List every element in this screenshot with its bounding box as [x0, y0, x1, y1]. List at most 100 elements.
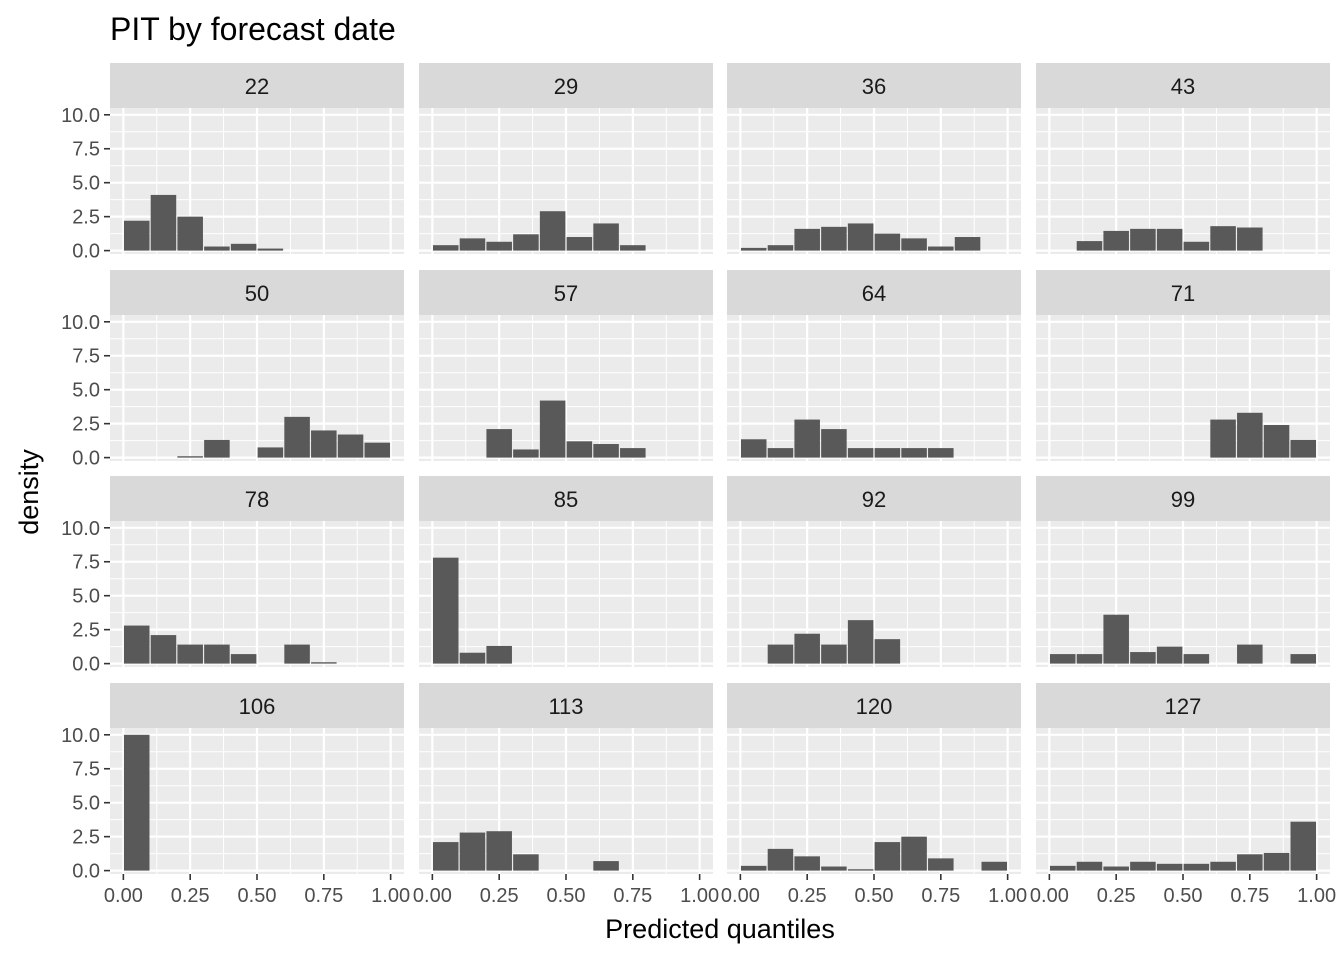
facet-strip [110, 63, 404, 108]
facet-panel: 127 0.00 0.25 0.50 0.75 1.00 [1030, 683, 1336, 907]
histogram-bar [1263, 852, 1290, 871]
histogram-bar [981, 861, 1008, 871]
facet-label: 57 [554, 281, 578, 306]
facet-strip [419, 476, 713, 521]
histogram-bar [847, 448, 874, 458]
histogram-bar [1130, 861, 1156, 871]
y-tick-label: 5.0 [72, 173, 100, 195]
y-tick-label: 2.5 [72, 414, 100, 436]
y-tick-label: 10.0 [61, 518, 100, 540]
histogram-bar [1156, 863, 1183, 871]
y-tick-label: 7.5 [72, 139, 100, 161]
histogram-bar [459, 238, 486, 251]
facet-strip [1036, 476, 1330, 521]
histogram-bar [1156, 228, 1183, 251]
x-tick-label: 0.00 [1030, 885, 1069, 907]
facet-panel: 92 [727, 476, 1021, 667]
x-tick-label: 0.25 [171, 885, 210, 907]
histogram-bar [1237, 854, 1263, 871]
histogram-bar [740, 247, 767, 251]
facet-panel: 78 0.0 2.5 5.0 7.5 10.0 [61, 476, 404, 676]
histogram-bar [204, 439, 230, 458]
histogram-bar [620, 448, 646, 458]
x-tick-label: 1.00 [1297, 885, 1336, 907]
facet-label: 127 [1165, 694, 1202, 719]
histogram-bar [539, 400, 566, 458]
histogram-bar [1130, 652, 1156, 664]
histogram-bar [874, 639, 901, 664]
x-axis-title: Predicted quantiles [605, 914, 835, 944]
histogram-bar [928, 448, 954, 458]
facet-label: 71 [1171, 281, 1195, 306]
histogram-bar [204, 644, 230, 664]
histogram-bar [311, 430, 337, 458]
histogram-bar [1263, 425, 1290, 458]
facet-strip [727, 270, 1021, 315]
histogram-bar [284, 416, 310, 458]
facet-panel: 50 0.0 2.5 5.0 7.5 10.0 [61, 270, 404, 470]
facet-label: 120 [856, 694, 893, 719]
facet-panel: 106 0.0 2.5 5.0 7.5 10.0 0.00 0.25 0.50 0.75 1.00 [61, 683, 410, 907]
y-tick-label: 2.5 [72, 620, 100, 642]
facet-panel: 22 0.0 2.5 5.0 7.5 10.0 [61, 63, 404, 263]
histogram-bar [874, 842, 901, 871]
facet-panel: 71 [1036, 270, 1330, 461]
facet-strip [1036, 683, 1330, 728]
x-tick-label: 0.25 [480, 885, 519, 907]
histogram-bar [928, 246, 954, 251]
histogram-bar [337, 434, 364, 458]
facet-label: 22 [245, 74, 269, 99]
y-tick-label: 2.5 [72, 827, 100, 849]
histogram-bar [593, 223, 619, 251]
y-tick-label: 10.0 [61, 725, 100, 747]
facet-grid: 220.02.55.07.510.029 36 43500.02.55.07.510… [61, 63, 1336, 907]
facet-panel: 36 [727, 63, 1021, 254]
histogram-bar [794, 228, 820, 251]
histogram-bar [821, 429, 847, 458]
facet-panel: 43 [1036, 63, 1330, 254]
histogram-bar [1103, 866, 1129, 871]
x-tick-label: 1.00 [680, 885, 719, 907]
histogram-bar [284, 644, 310, 664]
histogram-bar [150, 635, 177, 664]
histogram-bar [123, 734, 150, 871]
facet-strip [727, 63, 1021, 108]
y-tick-label: 0.0 [72, 861, 100, 883]
histogram-bar [1076, 241, 1103, 251]
histogram-bar [1076, 654, 1103, 664]
facet-panel: 85 [419, 476, 713, 667]
histogram-bar [1049, 865, 1076, 871]
histogram-bar [847, 620, 874, 664]
y-tick-label: 0.0 [72, 654, 100, 676]
x-tick-label: 0.00 [104, 885, 143, 907]
histogram-bar [740, 865, 767, 871]
histogram-bar [1290, 821, 1317, 871]
x-tick-label: 0.00 [413, 885, 452, 907]
histogram-bar [821, 226, 847, 251]
histogram-bar [204, 246, 230, 251]
x-tick-label: 0.50 [1164, 885, 1203, 907]
facet-panel: 113 0.00 0.25 0.50 0.75 1.00 [413, 683, 719, 907]
y-tick-label: 10.0 [61, 312, 100, 334]
facet-label: 43 [1171, 74, 1195, 99]
histogram-bar [620, 245, 646, 251]
x-tick-label: 1.00 [371, 885, 410, 907]
facet-strip [727, 683, 1021, 728]
histogram-bar [1156, 646, 1183, 664]
facet-label: 92 [862, 487, 886, 512]
x-tick-label: 0.25 [1097, 885, 1136, 907]
histogram-bar [513, 234, 539, 251]
histogram-bar [1183, 241, 1210, 251]
histogram-bar [901, 836, 927, 871]
y-tick-label: 5.0 [72, 380, 100, 402]
histogram-bar [1237, 412, 1263, 458]
facet-label: 64 [862, 281, 886, 306]
histogram-bar [954, 237, 981, 251]
histogram-bar [794, 856, 820, 871]
histogram-bar [767, 448, 794, 458]
facet-panel: 29 [419, 63, 713, 254]
histogram-bar [1210, 226, 1236, 251]
facet-label: 36 [862, 74, 886, 99]
histogram-bar [513, 449, 539, 458]
histogram-bar [1183, 654, 1210, 664]
